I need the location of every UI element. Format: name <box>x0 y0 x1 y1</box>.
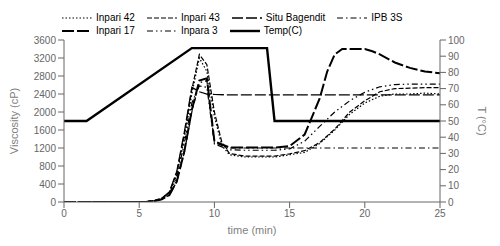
svg-text:T (°C): T (°C) <box>476 106 488 135</box>
html-text:Temp(C): Temp(C) <box>263 25 302 36</box>
html-text:Situ Bagendit: Situ Bagendit <box>265 12 326 23</box>
svg-text:2800: 2800 <box>34 71 57 82</box>
svg-text:10: 10 <box>209 208 221 219</box>
svg-text:time (min): time (min) <box>228 224 277 236</box>
svg-text:1600: 1600 <box>34 125 57 136</box>
html-text:IPB 3S: IPB 3S <box>371 12 403 23</box>
svg-text:40: 40 <box>448 132 460 143</box>
svg-text:70: 70 <box>448 83 460 94</box>
html-text:Inpara 3: Inpara 3 <box>180 25 218 36</box>
svg-text:15: 15 <box>284 208 296 219</box>
svg-text:0: 0 <box>50 197 56 208</box>
svg-text:2400: 2400 <box>34 89 57 100</box>
svg-text:800: 800 <box>39 161 56 172</box>
svg-text:25: 25 <box>434 208 446 219</box>
html-text:Inpari 43: Inpari 43 <box>180 12 220 23</box>
svg-text:1200: 1200 <box>34 143 57 154</box>
svg-text:60: 60 <box>448 99 460 110</box>
svg-text:3600: 3600 <box>34 35 57 46</box>
svg-text:5: 5 <box>136 208 142 219</box>
svg-text:2000: 2000 <box>34 107 57 118</box>
svg-text:50: 50 <box>448 116 460 127</box>
svg-text:100: 100 <box>448 35 465 46</box>
svg-text:Viscosity (cP): Viscosity (cP) <box>8 88 20 154</box>
svg-text:80: 80 <box>448 67 460 78</box>
svg-text:20: 20 <box>448 164 460 175</box>
html-text:Inpari 17: Inpari 17 <box>96 25 135 36</box>
svg-text:0: 0 <box>61 208 67 219</box>
svg-text:90: 90 <box>448 51 460 62</box>
svg-text:30: 30 <box>448 148 460 159</box>
svg-text:0: 0 <box>448 197 454 208</box>
svg-text:3200: 3200 <box>34 53 57 64</box>
html-text:Inpari 42: Inpari 42 <box>96 12 135 23</box>
svg-text:10: 10 <box>448 180 460 191</box>
svg-text:20: 20 <box>359 208 371 219</box>
svg-text:400: 400 <box>39 179 56 190</box>
